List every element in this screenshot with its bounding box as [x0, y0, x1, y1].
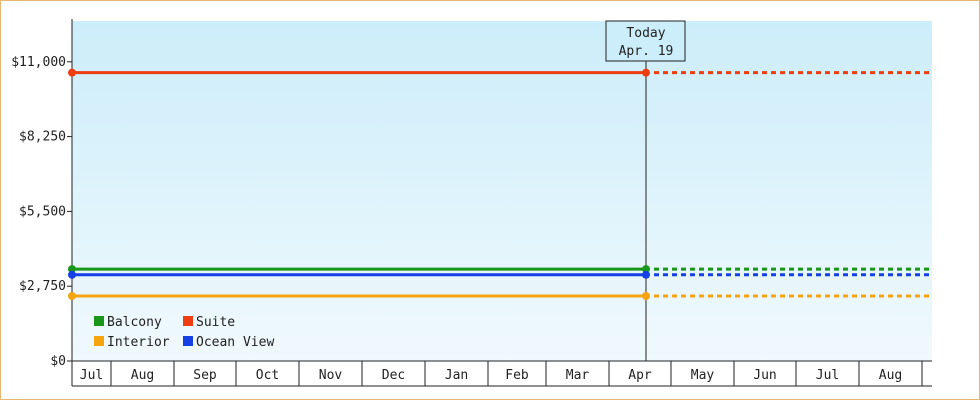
data-point-balcony[interactable] — [642, 265, 650, 274]
legend-swatch-suite — [183, 316, 193, 326]
data-point-interior[interactable] — [642, 291, 650, 300]
x-tick-label: Feb — [505, 368, 529, 383]
legend-swatch-ocean-view — [183, 336, 193, 346]
x-tick-label: May — [691, 368, 715, 383]
data-point-suite[interactable] — [642, 68, 650, 77]
legend-label-ocean-view: Ocean View — [196, 335, 274, 350]
legend-swatch-balcony — [94, 316, 104, 326]
x-tick-label: Aug — [879, 368, 902, 383]
data-point-balcony[interactable] — [68, 265, 76, 274]
today-callout-date: Apr. 19 — [619, 44, 674, 59]
x-tick-label: Apr — [628, 368, 652, 383]
y-tick-label: $11,000 — [11, 55, 66, 70]
today-callout — [605, 20, 686, 62]
legend-label-interior: Interior — [107, 335, 170, 350]
x-tick-label: Nov — [319, 368, 343, 383]
x-tick-label: Jan — [445, 368, 468, 383]
legend-swatch-interior — [94, 336, 104, 346]
data-point-suite[interactable] — [68, 68, 76, 77]
plot-area — [72, 21, 932, 361]
x-tick-label: Jul — [816, 368, 839, 383]
legend-label-suite: Suite — [196, 315, 235, 330]
x-tick-label: Jul — [80, 368, 103, 383]
data-point-ocean-view[interactable] — [68, 270, 76, 279]
y-tick-label: $2,750 — [19, 279, 66, 294]
x-tick-label: Dec — [382, 368, 405, 383]
x-tick-label: Sep — [193, 368, 217, 383]
y-tick-label: $0 — [50, 354, 66, 369]
x-tick-label: Jun — [753, 368, 776, 383]
y-tick-label: $8,250 — [19, 130, 66, 145]
data-point-ocean-view[interactable] — [642, 270, 650, 279]
y-tick-label: $5,500 — [19, 204, 66, 219]
x-tick-label: Aug — [131, 368, 154, 383]
x-tick-label: Oct — [256, 368, 279, 383]
x-tick-label: Mar — [566, 368, 590, 383]
data-point-interior[interactable] — [68, 291, 76, 300]
today-callout-title: Today — [626, 26, 665, 41]
legend-label-balcony: Balcony — [107, 315, 162, 330]
